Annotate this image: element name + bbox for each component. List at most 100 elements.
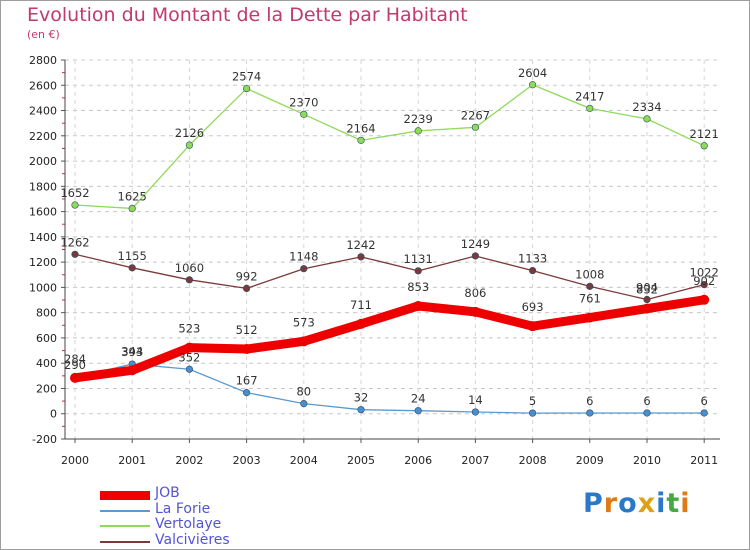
data-label-vertolaye: 2239 <box>404 112 433 126</box>
data-point-valcivi-res <box>700 281 708 289</box>
data-point-job <box>642 303 652 314</box>
data-label-valcivi-res: 904 <box>636 281 658 295</box>
data-label-valcivi-res: 1242 <box>346 238 375 252</box>
data-label-valcivi-res: 1249 <box>461 237 490 251</box>
data-point-job <box>184 342 195 353</box>
data-point-vertolaye <box>243 84 251 93</box>
data-point-job <box>527 321 538 332</box>
data-point-job <box>127 365 138 376</box>
data-point-job <box>470 306 481 317</box>
data-point-vertolaye <box>414 127 422 135</box>
data-point-valcivi-res <box>185 276 193 284</box>
data-point-vertolaye <box>300 110 308 118</box>
data-label-job: 284 <box>64 352 86 366</box>
x-tick-label: 2007 <box>461 454 489 467</box>
data-label-valcivi-res: 1262 <box>60 235 89 249</box>
x-tick-label: 2003 <box>233 454 261 467</box>
logo-letter: o <box>618 488 638 519</box>
data-point-valcivi-res <box>357 253 365 261</box>
data-point-la-forie <box>357 406 365 414</box>
data-label-vertolaye: 2121 <box>690 127 719 141</box>
legend-swatch-job <box>100 491 150 500</box>
data-point-vertolaye <box>586 104 594 112</box>
data-label-vertolaye: 2417 <box>575 89 604 103</box>
data-label-vertolaye: 1625 <box>118 189 147 203</box>
y-tick-label: 2800 <box>29 54 57 67</box>
y-tick-label: 1800 <box>29 180 57 193</box>
legend-swatch-vertolaye <box>100 525 150 527</box>
x-tick-label: 2001 <box>118 454 146 467</box>
data-label-vertolaye: 2267 <box>461 108 490 122</box>
series-line-job <box>70 295 709 383</box>
chart-subtitle: (en €) <box>27 28 60 41</box>
data-point-vertolaye <box>700 142 708 150</box>
data-label-la-forie: 5 <box>529 394 536 408</box>
y-tick-label: 200 <box>36 382 57 395</box>
data-label-la-forie: 6 <box>586 394 593 408</box>
logo-letter: i <box>656 488 667 519</box>
data-label-la-forie: 14 <box>468 393 483 407</box>
data-point-la-forie <box>185 365 193 373</box>
legend-label-valcivieres: Valcivières <box>155 532 230 548</box>
data-point-job <box>356 318 366 329</box>
data-label-la-forie: 32 <box>354 391 369 405</box>
data-point-valcivi-res <box>586 282 594 290</box>
data-point-la-forie <box>243 389 251 397</box>
data-label-job: 693 <box>522 300 544 314</box>
data-label-vertolaye: 1652 <box>60 186 89 200</box>
data-label-job: 344 <box>121 344 143 358</box>
chart-title: Evolution du Montant de la Dette par Hab… <box>27 4 468 26</box>
series-line-vertolaye <box>74 84 705 210</box>
series-line-la-forie <box>74 363 705 414</box>
logo-letter: P <box>583 488 604 519</box>
data-label-vertolaye: 2604 <box>518 66 547 80</box>
x-tick-label: 2011 <box>690 454 718 467</box>
data-label-la-forie: 352 <box>178 350 200 364</box>
y-tick-label: 800 <box>36 307 57 320</box>
data-label-vertolaye: 2574 <box>232 70 261 84</box>
data-label-la-forie: 6 <box>643 394 650 408</box>
proxiti-logo: Proxiti <box>583 488 691 519</box>
legend-label-job: JOB <box>155 485 180 501</box>
data-label-valcivi-res: 1155 <box>118 249 147 263</box>
data-point-valcivi-res <box>71 250 79 258</box>
y-tick-label: 1000 <box>29 281 57 294</box>
x-tick-label: 2010 <box>633 454 661 467</box>
data-label-valcivi-res: 1022 <box>690 266 719 280</box>
data-point-la-forie <box>414 407 422 415</box>
data-label-job: 806 <box>464 286 486 300</box>
y-tick-label: 2400 <box>29 105 57 118</box>
data-label-valcivi-res: 992 <box>236 269 258 283</box>
x-tick-label: 2005 <box>347 454 375 467</box>
data-label-la-forie: 24 <box>411 392 426 406</box>
data-label-job: 853 <box>407 280 429 294</box>
y-tick-label: 2200 <box>29 130 57 143</box>
y-tick-label: 600 <box>36 332 57 345</box>
data-point-vertolaye <box>643 115 651 123</box>
data-point-valcivi-res <box>300 265 308 273</box>
data-point-job <box>584 312 595 323</box>
data-label-job: 512 <box>236 323 258 337</box>
data-point-job <box>699 294 710 305</box>
data-point-la-forie <box>300 400 308 408</box>
legend-label-vertolaye: Vertolaye <box>155 516 222 532</box>
y-tick-label: -200 <box>32 433 57 446</box>
y-tick-label: 0 <box>50 408 57 421</box>
data-point-la-forie <box>471 408 480 416</box>
legend-label-la-forie: La Forie <box>155 501 211 517</box>
data-point-la-forie <box>528 409 537 417</box>
logo-letter: t <box>666 488 681 519</box>
y-tick-label: 1600 <box>29 206 57 219</box>
y-tick-label: 1200 <box>29 256 57 269</box>
data-label-valcivi-res: 1060 <box>175 261 204 275</box>
data-label-job: 523 <box>178 322 200 336</box>
data-point-valcivi-res <box>128 264 136 272</box>
data-point-la-forie <box>643 409 651 417</box>
data-point-vertolaye <box>71 201 79 209</box>
x-tick-label: 2000 <box>61 454 89 467</box>
data-label-vertolaye: 2164 <box>346 121 375 135</box>
data-point-job <box>70 372 80 383</box>
data-point-vertolaye <box>357 136 365 144</box>
